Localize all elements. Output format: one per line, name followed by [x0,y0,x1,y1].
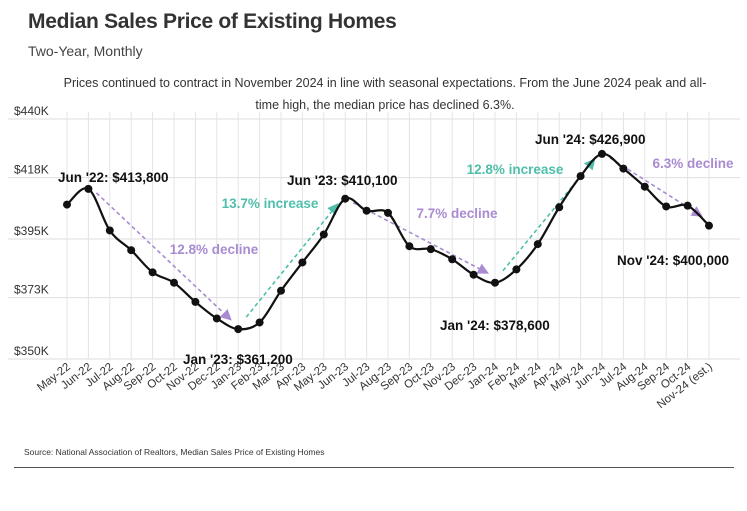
data-point [555,203,564,212]
data-point [640,182,649,191]
y-axis: $350K $373K $395K $418K $440K [14,104,49,358]
y-tick-label: $350K [14,344,49,358]
data-point [662,202,671,211]
x-axis: May-22Jun-22Jul-22Aug-22Sep-22Oct-22Nov-… [35,361,715,412]
data-point [362,206,371,215]
data-point [277,286,285,295]
data-point [84,184,93,193]
trend-label: 13.7% increase [222,196,319,211]
data-point [298,258,307,267]
data-point [384,208,392,217]
value-annotation: Jun '22: $413,800 [58,170,169,185]
value-annotation: Jan '24: $378,600 [440,318,550,333]
chart-description: Prices continued to contract in November… [63,76,707,112]
bottom-rule [14,467,734,468]
data-point [255,318,264,327]
data-point [127,246,136,255]
source-note: Source: National Association of Realtors… [24,447,325,457]
data-point [170,278,178,287]
data-point [191,297,200,306]
trend-arrow [245,202,339,318]
data-point [469,270,478,279]
line-chart: $350K $373K $395K $418K $440K May-22Jun-22Ju… [8,104,740,412]
data-point [576,172,585,181]
trend-label: 12.8% increase [467,162,564,177]
data-point [105,226,114,235]
data-point [212,314,221,323]
trend-label: 7.7% decline [416,206,498,221]
value-annotation: Jun '23: $410,100 [287,173,398,188]
data-point [533,240,542,249]
y-tick-label: $395K [14,224,49,238]
data-point [491,278,499,287]
data-point [63,200,71,209]
chart-subtitle: Two-Year, Monthly [28,43,143,59]
data-point [512,265,521,274]
data-point [426,245,435,254]
data-point [705,221,713,230]
value-annotation: Jun '24: $426,900 [535,132,646,147]
trend-arrows: 12.8% decline 13.7% increase 7.7% decline 1… [95,156,734,321]
data-point [148,268,157,277]
trend-arrow [95,192,232,321]
data-point [683,201,692,210]
data-point [341,194,350,203]
y-tick-label: $418K [14,163,49,177]
data-point [319,230,328,239]
y-tick-label: $373K [14,283,49,297]
value-annotation: Jan '23: $361,200 [183,352,293,367]
data-point [405,242,414,251]
data-point [448,255,457,264]
series-layer [63,149,713,334]
value-annotation: Nov '24: $400,000 [617,253,729,268]
chart-title: Median Sales Price of Existing Homes [28,10,397,33]
grid-layer [8,112,740,360]
data-point [234,325,243,334]
annotation-layer: Jun '22: $413,800 Jan '23: $361,200 Jun '2… [58,132,729,367]
data-point [619,164,628,173]
trend-label: 6.3% decline [652,156,734,171]
y-tick-label: $440K [14,104,49,118]
data-point [598,149,606,158]
trend-label: 12.8% decline [170,242,259,257]
